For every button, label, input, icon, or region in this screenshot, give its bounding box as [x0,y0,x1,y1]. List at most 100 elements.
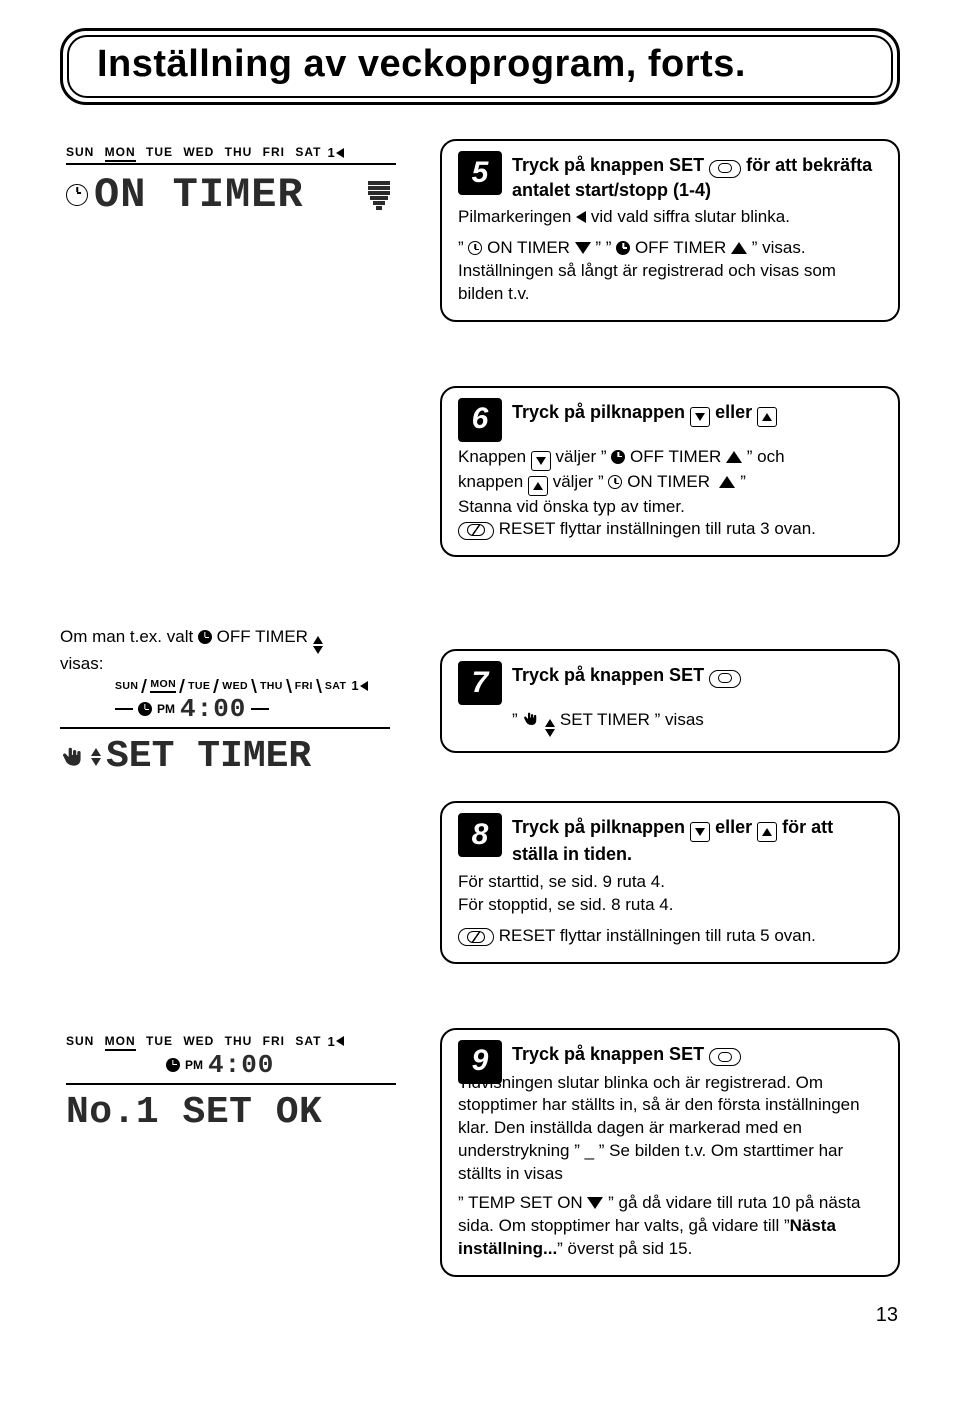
d2-wed: WED [222,680,248,692]
s5-b2a: ” [458,238,464,257]
s8-b1: För starttid, se sid. 9 ruta 4. [458,872,665,891]
s8-ta: Tryck på pilknappen [512,817,685,837]
down-button-icon [690,822,710,842]
display3-time-row: PM 4:00 [166,1050,440,1080]
clock-on-icon [468,241,482,255]
ex-la: Om man t.ex. valt [60,627,193,646]
display3-line: No.1 SET OK [66,1091,440,1134]
s6-b3: Stanna vid önska typ av timer. [458,497,685,516]
s6-b2d: ” [740,472,746,491]
clock-off-icon [138,702,152,716]
ex-lc: visas: [60,654,103,673]
example-label: Om man t.ex. valt OFF TIMER visas: [60,627,440,674]
s7-bb: SET TIMER ” visas [560,710,704,729]
s7-ba: ” [512,710,518,729]
clock-off-icon [616,241,630,255]
step-5-num: 5 [458,151,502,195]
s6-b4: RESET flyttar inställningen till ruta 3 … [499,519,816,538]
triangle-down-icon [575,242,591,254]
d2-text: SET TIMER [106,735,311,778]
display-2: Om man t.ex. valt OFF TIMER visas: SUN M… [60,621,440,778]
hand-icon [60,744,86,770]
s6-title: Tryck på pilknappen [512,402,685,422]
d2-time: 4:00 [180,694,246,724]
d3-one: 1 [327,1034,334,1049]
s5-b1b: vid vald siffra slutar blinka. [591,207,790,226]
up-button-icon [757,822,777,842]
triangle-up-icon [726,451,742,463]
display1-line: ON TIMER [66,171,440,219]
display-1: SUN MON TUE WED THU FRI SAT 1 ON TIMER [60,139,440,219]
updown-icon [313,636,323,654]
s7-title: Tryck på knappen SET [512,665,704,685]
ex-lb: OFF TIMER [217,627,308,646]
step-9-box: 9 Tryck på knappen SET Tidvisningen slut… [440,1028,900,1278]
s6-mid: eller [715,402,752,422]
reset-button-icon [458,522,494,540]
step-7-body: ” SET TIMER ” visas [512,709,880,737]
step-5-body: Pilmarkeringen vid vald siffra slutar bl… [458,206,880,306]
d2-thu: THU [260,680,283,692]
d2-tue: TUE [188,680,210,692]
step-8-body: För starttid, se sid. 9 ruta 4. För stop… [458,871,880,948]
d3-time: 4:00 [208,1050,274,1080]
set-button-icon [709,670,741,688]
updown-icon [545,719,555,737]
step-6-box: 6 Tryck på pilknappen eller Knappen välj… [440,386,900,558]
hand-icon [522,710,540,728]
d2-one: 1 [351,678,358,693]
step-5-box: 5 Tryck på knappen SET för att bekräfta … [440,139,900,322]
page-root: Inställning av veckoprogram, forts. SUN … [0,0,960,1335]
marker-1-icon: 1 [327,145,343,160]
step-6-body: Knappen väljer ” OFF TIMER ” och knappen… [458,446,880,542]
triangle-down-icon [587,1197,603,1209]
d2-pm: PM [157,702,175,716]
triangle-up-icon [719,476,735,488]
updown-icon [91,748,101,766]
row-step6: 6 Tryck på pilknappen eller Knappen välj… [60,386,900,586]
step-9-title: Tryck på knappen SET [512,1042,741,1067]
s9-title: Tryck på knappen SET [512,1044,704,1064]
up-button-icon [528,476,548,496]
s6-b1d: ” och [747,447,785,466]
step-7-num: 7 [458,661,502,705]
step-8-num: 8 [458,813,502,857]
row-step7: Om man t.ex. valt OFF TIMER visas: SUN M… [60,621,900,781]
clock-off-icon [198,630,212,644]
d3-pm: PM [185,1058,203,1072]
s9-b2a: ” TEMP SET ON [458,1193,583,1212]
title-banner-inner: Inställning av veckoprogram, forts. [67,35,893,98]
page-number: 13 [876,1304,898,1327]
clock-on-icon [66,184,88,206]
clock-off-icon [166,1058,180,1072]
step-6-title: Tryck på pilknappen eller [512,400,777,427]
set-button-icon [709,160,741,178]
s5-b2b: ON TIMER [487,238,570,257]
s6-b2a: knappen [458,472,523,491]
d2-fri: FRI [295,680,313,692]
d2-sat: SAT [325,680,346,692]
display2-time-row: PM 4:00 [115,694,440,724]
display-3: SUN MON TUE WED THU FRI SAT 1 PM 4:00 No… [60,1028,440,1134]
display2-divider [60,727,390,729]
d2-mon: MON [150,678,176,693]
step-7-box: 7 Tryck på knappen SET ” SET TIMER ” vis… [440,649,900,753]
s9-b1: Tidvisningen slutar blinka och är regist… [458,1073,860,1184]
s5-b2d: OFF TIMER [635,238,726,257]
display2-line: SET TIMER [60,735,440,778]
step-5-title: Tryck på knappen SET för att bekräfta an… [512,153,880,202]
step-9-body-text: Tidvisningen slutar blinka och är regist… [458,1072,880,1262]
display1-text: ON TIMER [94,171,304,219]
display2-days: SUN MON TUE WED THU FRI SAT 1 [115,678,440,693]
s6-b2b: väljer ” [553,472,604,491]
row-step9: SUN MON TUE WED THU FRI SAT 1 PM 4:00 No… [60,1028,900,1306]
display1-divider [66,163,396,165]
down-arrow-icon [368,181,390,210]
s8-b3: RESET flyttar inställningen till ruta 5 … [499,926,816,945]
clock-on-icon [608,475,622,489]
clock-off-icon [611,450,625,464]
triangle-left-icon [576,211,586,223]
reset-button-icon [458,928,494,946]
display1-days: SUN MON TUE WED THU FRI SAT [66,145,321,159]
s6-b2c: ON TIMER [627,472,710,491]
